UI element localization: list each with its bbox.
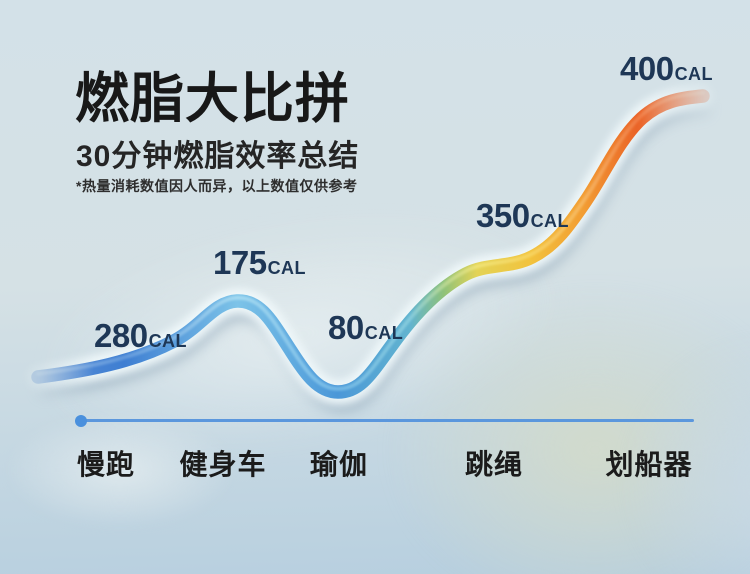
value-label-exercise-bike: 175CAL [213,246,306,279]
value-number: 400 [620,50,674,87]
category-label-rowing-machine: 划船器 [605,449,693,480]
disclaimer-note: *热量消耗数值因人而异，以上数值仅供参考 [76,178,358,194]
value-unit: CAL [148,331,188,351]
page-subtitle: 30分钟燃脂效率总结 [76,140,360,173]
value-unit: CAL [530,211,570,231]
value-label-rowing-machine: 400CAL [620,52,713,85]
category-label-exercise-bike: 健身车 [179,449,267,480]
page-title: 燃脂大比拼 [75,69,350,129]
value-number: 280 [94,317,148,354]
value-label-jogging: 280CAL [94,319,187,352]
category-label-jump-rope: 跳绳 [464,449,524,480]
category-label-yoga: 瑜伽 [309,449,369,480]
value-number: 175 [213,244,267,281]
value-unit: CAL [364,323,404,343]
value-number: 350 [476,197,530,234]
value-label-jump-rope: 350CAL [476,199,569,232]
value-unit: CAL [267,258,307,278]
value-number: 80 [328,309,364,346]
category-label-jogging: 慢跑 [76,449,136,480]
axis-line [80,419,694,422]
axis-start-dot [75,415,87,427]
curve-highlight [36,90,705,391]
value-unit: CAL [674,64,714,84]
value-label-yoga: 80CAL [328,311,403,344]
